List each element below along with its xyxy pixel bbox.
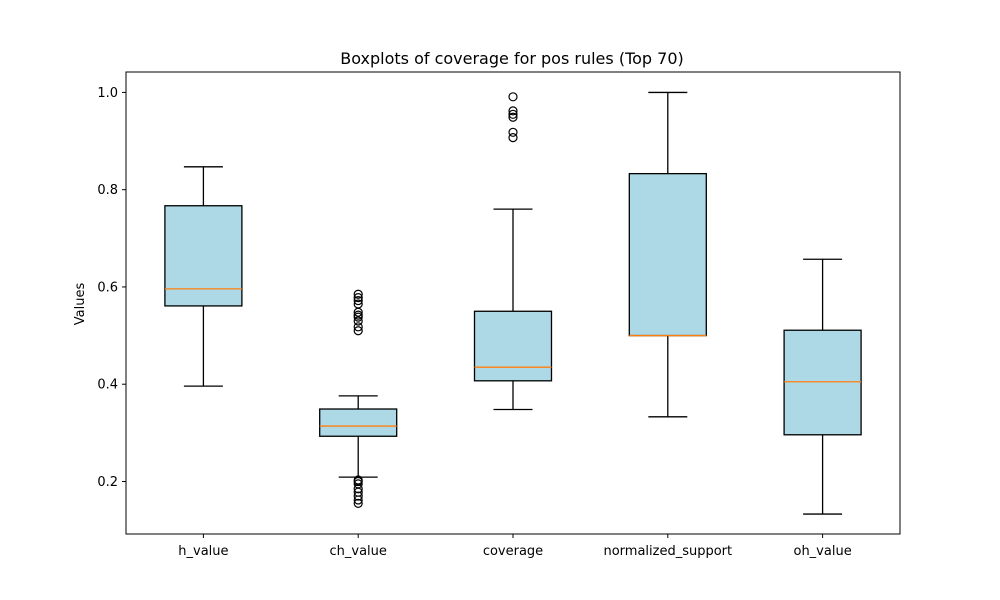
outlier-point: [353, 310, 363, 320]
box-h_value: [164, 205, 243, 307]
y-tick-label: 0.6: [97, 280, 118, 295]
x-tick-label: normalized_support: [603, 544, 732, 559]
box-ch_value: [319, 408, 398, 437]
chart-title: Boxplots of coverage for pos rules (Top …: [340, 49, 684, 68]
outlier-point: [353, 316, 363, 326]
outlier-point: [508, 92, 518, 102]
outlier-point: [353, 498, 363, 508]
outlier-point: [508, 106, 518, 116]
outlier-point: [508, 133, 518, 143]
y-tick-label: 0.2: [97, 475, 118, 490]
x-tick-label: coverage: [483, 544, 543, 559]
x-tick-label: ch_value: [329, 544, 386, 559]
plot-area: 0.2 0.4 0.6 0.8 1.0 h_value ch_value coverage no…: [97, 86, 862, 559]
y-tick-label: 1.0: [97, 86, 118, 101]
outlier-point: [353, 322, 363, 332]
outlier-point: [353, 479, 363, 489]
box-oh_value: [783, 329, 862, 436]
outlier-point: [508, 127, 518, 137]
outlier-point: [353, 326, 363, 336]
outlier-point: [353, 295, 363, 306]
plot-frame: [125, 71, 901, 535]
box-normalized_support: [628, 172, 707, 337]
outlier-point: [508, 109, 518, 119]
outlier-point: [353, 293, 363, 303]
y-tick-label: 0.4: [97, 378, 118, 393]
outlier-point: [353, 491, 363, 501]
x-tick-label: oh_value: [793, 544, 851, 559]
box-coverage: [473, 310, 553, 382]
outlier-point: [353, 299, 363, 309]
y-tick-label: 0.8: [97, 183, 118, 198]
outlier-point: [353, 475, 363, 485]
outlier-point: [353, 484, 363, 494]
outlier-point: [353, 289, 363, 299]
x-tick-label: h_value: [178, 544, 228, 559]
y-axis-label: Values: [73, 283, 88, 326]
outlier-point: [508, 112, 518, 122]
